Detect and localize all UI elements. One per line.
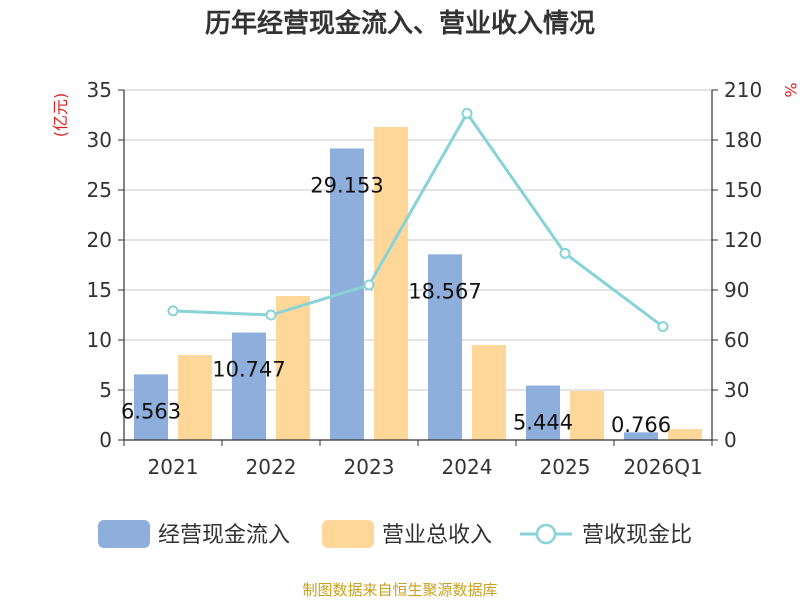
- x-tick-label: 2026Q1: [623, 455, 702, 479]
- bar-营业总收入: [668, 429, 702, 440]
- bar-营业总收入: [276, 296, 310, 440]
- legend-label: 营业总收入: [382, 523, 492, 548]
- bar-营业总收入: [570, 391, 604, 440]
- right-tick-label: 90: [724, 278, 749, 302]
- line-point: [167, 305, 179, 317]
- x-tick-label: 2022: [246, 455, 297, 479]
- left-tick-label: 30: [87, 128, 112, 152]
- legend-label: 经营现金流入: [158, 523, 290, 548]
- bar-经营现金流入: [526, 385, 560, 440]
- line-point: [363, 279, 375, 291]
- legend-swatch: [322, 520, 374, 548]
- left-tick-label: 25: [87, 178, 112, 202]
- legend-marker: [535, 523, 557, 545]
- bar-经营现金流入: [624, 432, 658, 440]
- bar-data-label: 29.153: [310, 173, 383, 197]
- left-tick-label: 0: [99, 428, 112, 452]
- left-tick-label: 15: [87, 278, 112, 302]
- legend-swatch: [98, 520, 150, 548]
- line-point: [461, 107, 473, 119]
- grid-lines: [124, 89, 712, 391]
- left-tick-label: 35: [87, 78, 112, 102]
- source-footer: 制图数据来自恒生聚源数据库: [302, 581, 497, 599]
- line-point: [657, 321, 669, 333]
- bar-经营现金流入: [428, 254, 462, 440]
- x-tick-label: 2023: [344, 455, 395, 479]
- bar-营业总收入: [374, 127, 408, 440]
- right-tick-label: 210: [724, 78, 762, 102]
- left-tick-label: 20: [87, 228, 112, 252]
- x-tick-label: 2024: [442, 455, 493, 479]
- left-tick-label: 10: [87, 328, 112, 352]
- bar-营业总收入: [178, 355, 212, 440]
- left-tick-label: 5: [99, 378, 112, 402]
- line-series-path: [172, 110, 664, 328]
- x-tick-label: 2021: [148, 455, 199, 479]
- right-axis-label: %: [781, 82, 800, 97]
- right-tick-label: 30: [724, 378, 749, 402]
- data-labels-group: 6.563 10.747 29.153 18.567 5.444 0.766: [121, 173, 671, 437]
- bar-data-label: 0.766: [611, 413, 671, 437]
- bar-data-label: 18.567: [408, 279, 481, 303]
- legend: 经营现金流入 营业总收入 营收现金比: [98, 520, 692, 548]
- chart-title: 历年经营现金流入、营业收入情况: [205, 8, 595, 39]
- legend-label: 营收现金比: [582, 523, 692, 548]
- left-axis-label: (亿元): [51, 93, 70, 138]
- bar-经营现金流入: [134, 374, 168, 440]
- bar-data-label: 5.444: [513, 411, 573, 435]
- line-point: [559, 247, 571, 259]
- x-tick-label: 2025: [540, 455, 591, 479]
- right-tick-label: 150: [724, 178, 762, 202]
- bar-营业总收入: [472, 345, 506, 440]
- bar-经营现金流入: [232, 332, 266, 440]
- right-tick-label: 180: [724, 128, 762, 152]
- line-point: [265, 309, 277, 321]
- bar-data-label: 10.747: [212, 358, 285, 382]
- line-series-group: [167, 107, 669, 333]
- right-tick-label: 0: [724, 428, 737, 452]
- right-tick-label: 120: [724, 228, 762, 252]
- right-tick-label: 60: [724, 328, 749, 352]
- bar-data-label: 6.563: [121, 399, 181, 423]
